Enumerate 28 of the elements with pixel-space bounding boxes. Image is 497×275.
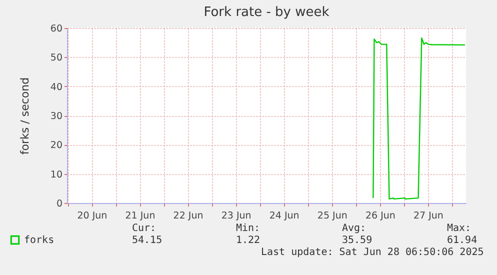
text: Avg: [342, 223, 366, 234]
text: 61.94 [447, 235, 478, 246]
text: 1.22 [236, 235, 260, 246]
x-tick-label: 25 Jun [317, 210, 348, 222]
y-axis-title: forks / second [18, 77, 32, 155]
y-tick-label: 50 [50, 52, 62, 64]
text: 35.59 [342, 235, 372, 246]
y-tick-label: 10 [50, 169, 62, 180]
y-tick-label: 60 [50, 24, 62, 34]
text: Last update: Sat Jun 28 06:50:06 2025 [261, 247, 484, 258]
x-tick-label: 21 Jun [125, 210, 156, 222]
y-tick-label: 0 [56, 198, 62, 210]
y-tick-label: 20 [50, 140, 62, 152]
text: 54.15 [132, 235, 162, 246]
x-tick-label: 23 Jun [221, 210, 252, 222]
y-tick-label: 30 [50, 111, 62, 122]
text: Cur: [132, 223, 156, 234]
text: Max: [447, 223, 472, 234]
x-tick-label: 20 Jun [77, 210, 108, 222]
x-tick-label: 24 Jun [269, 210, 300, 222]
chart-title: Fork rate - by week [204, 5, 330, 20]
line-series [372, 37, 466, 200]
x-tick-label: 27 Jun [413, 210, 444, 222]
x-tick-label: 26 Jun [365, 210, 396, 222]
text: Min: [236, 223, 260, 234]
legend-label: forks [24, 235, 54, 246]
x-tick-label: 22 Jun [173, 210, 204, 222]
y-tick-label: 40 [50, 82, 62, 93]
